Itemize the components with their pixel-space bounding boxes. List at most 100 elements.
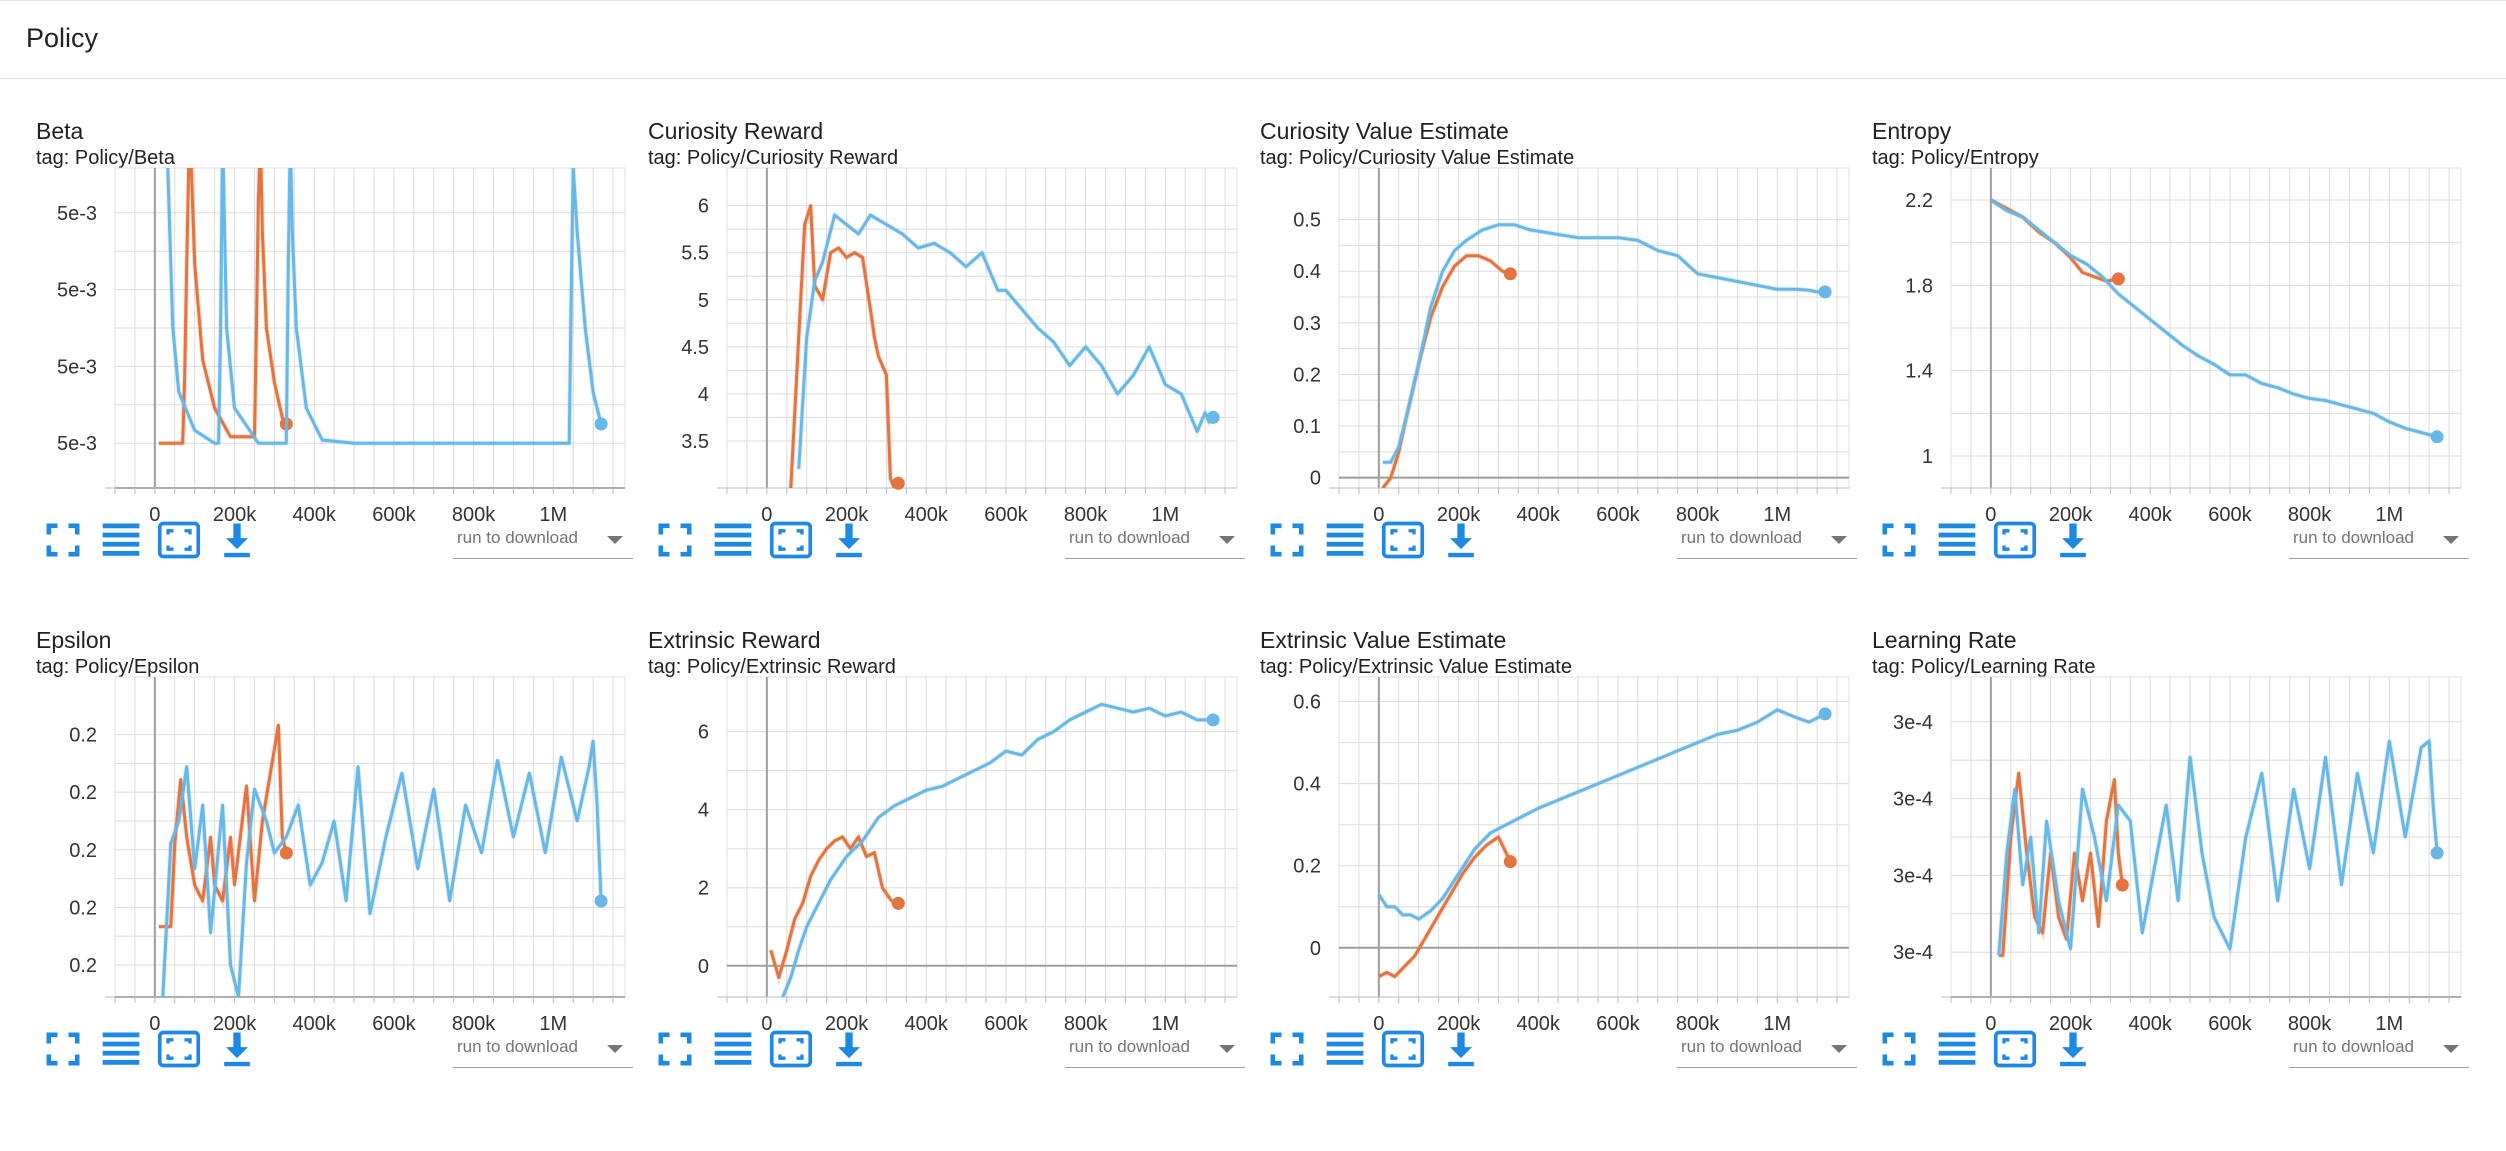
y-tick-label: 3e-4 — [1893, 712, 1933, 734]
x-tick-label: 1M — [1763, 1013, 1791, 1035]
run-to-download-label: run to download — [1681, 528, 1802, 547]
chart-plot[interactable]: 0 200k 400k 600k 800k 1M 3e-4 3e-4 3e-4 3e-4 — [1861, 676, 2473, 1035]
toggle-y-log-icon[interactable] — [1323, 1027, 1367, 1071]
download-icon[interactable] — [2051, 1027, 2095, 1071]
y-tick-label: 0.2 — [69, 840, 97, 862]
run-to-download-select[interactable]: run to download — [1065, 1031, 1245, 1068]
x-tick-label: 200k — [2049, 1013, 2093, 1035]
run-to-download-select[interactable]: run to download — [1677, 522, 1857, 559]
series-end-marker — [1818, 707, 1832, 721]
y-tick-label: 0.1 — [1293, 416, 1321, 438]
chart-plot[interactable]: 0 200k 400k 600k 800k 1M 3.5 4 4.5 5 5.5 6 — [637, 167, 1249, 526]
chart-card: Entropy tag: Policy/Entropy 0 200k 400k 600… — [1861, 80, 2473, 580]
fullscreen-icon[interactable] — [41, 1027, 85, 1071]
y-tick-label: 0 — [1310, 468, 1321, 490]
chart-title: Curiosity Value Estimate — [1260, 118, 1509, 144]
series-line — [158, 723, 288, 929]
y-tick-label: 5e-3 — [57, 203, 97, 225]
run-to-download-select[interactable]: run to download — [2289, 1031, 2469, 1068]
series-raw-line — [780, 701, 1214, 997]
y-tick-label: 0.6 — [1293, 692, 1321, 714]
download-icon[interactable] — [2051, 518, 2095, 562]
download-icon[interactable] — [1439, 1027, 1483, 1071]
y-tick-label: 5e-3 — [57, 280, 97, 302]
fit-domain-icon[interactable] — [769, 1027, 813, 1071]
fullscreen-icon[interactable] — [1265, 1027, 1309, 1071]
y-tick-label: 2.2 — [1905, 190, 1933, 212]
fit-domain-icon[interactable] — [1381, 518, 1425, 562]
fullscreen-icon[interactable] — [41, 518, 85, 562]
fit-domain-icon[interactable] — [1381, 1027, 1425, 1071]
chart-plot[interactable]: 0 200k 400k 600k 800k 1M 0 2 4 6 — [637, 676, 1249, 1035]
download-icon[interactable] — [827, 518, 871, 562]
chart-tag: tag: Policy/Beta — [36, 147, 175, 169]
download-icon[interactable] — [215, 518, 259, 562]
fit-domain-icon[interactable] — [157, 518, 201, 562]
chart-plot[interactable]: 0 200k 400k 600k 800k 1M 0 0.1 0.2 0.3 0.4 0.5 — [1249, 167, 1861, 526]
x-tick-label: 400k — [293, 1013, 337, 1035]
x-tick-label: 400k — [293, 504, 337, 526]
run-to-download-select[interactable]: run to download — [453, 1031, 633, 1068]
toggle-y-log-icon[interactable] — [1935, 518, 1979, 562]
x-tick-label: 400k — [1517, 1013, 1561, 1035]
toggle-y-log-icon[interactable] — [711, 1027, 755, 1071]
toggle-y-log-icon[interactable] — [711, 518, 755, 562]
series-end-marker — [594, 417, 608, 431]
series-raw-line — [1380, 253, 1512, 488]
fullscreen-icon[interactable] — [1265, 518, 1309, 562]
fit-domain-icon[interactable] — [769, 518, 813, 562]
x-tick-label: 0 — [149, 1013, 160, 1035]
y-tick-label: 4.5 — [681, 337, 709, 359]
toggle-y-log-icon[interactable] — [99, 518, 143, 562]
fullscreen-icon[interactable] — [1877, 518, 1921, 562]
y-tick-label: 0 — [1310, 938, 1321, 960]
series-end-marker — [594, 894, 608, 908]
toggle-y-log-icon[interactable] — [1323, 518, 1367, 562]
x-tick-label: 400k — [905, 504, 949, 526]
chart-title: Entropy — [1872, 118, 1952, 144]
run-to-download-select[interactable]: run to download — [1677, 1031, 1857, 1068]
x-tick-label: 800k — [452, 504, 496, 526]
chart-title: Curiosity Reward — [648, 118, 824, 144]
section-header[interactable]: Policy — [0, 0, 2506, 79]
chevron-down-icon — [1219, 536, 1235, 544]
series-end-marker — [2430, 430, 2444, 444]
y-tick-label: 4 — [698, 384, 709, 406]
y-tick-label: 3e-4 — [1893, 789, 1933, 811]
chart-toolbar: run to download — [637, 1027, 1249, 1079]
chart-plot[interactable]: 0 200k 400k 600k 800k 1M 5e-3 5e-3 5e-3 5e-3 — [25, 167, 637, 526]
run-to-download-select[interactable]: run to download — [1065, 522, 1245, 559]
series-end-marker — [891, 476, 905, 490]
run-to-download-label: run to download — [457, 1037, 578, 1056]
download-icon[interactable] — [827, 1027, 871, 1071]
chart-plot[interactable]: 0 200k 400k 600k 800k 1M 0 0.2 0.4 0.6 — [1249, 676, 1861, 1035]
chart-tag: tag: Policy/Entropy — [1872, 147, 2039, 169]
fit-domain-icon[interactable] — [1993, 1027, 2037, 1071]
y-tick-label: 0.2 — [1293, 856, 1321, 878]
series-line — [1381, 254, 1511, 488]
chart-plot[interactable]: 0 200k 400k 600k 800k 1M 0.2 0.2 0.2 0.2 0.2 — [25, 676, 637, 1035]
fullscreen-icon[interactable] — [653, 518, 697, 562]
x-tick-label: 200k — [825, 504, 869, 526]
x-tick-label: 600k — [372, 1013, 416, 1035]
series-line — [789, 204, 900, 488]
toggle-y-log-icon[interactable] — [99, 1027, 143, 1071]
series-line — [1382, 223, 1826, 464]
y-tick-label: 5e-3 — [57, 356, 97, 378]
run-to-download-select[interactable]: run to download — [453, 522, 633, 559]
run-to-download-select[interactable]: run to download — [2289, 522, 2469, 559]
chart-tag: tag: Policy/Curiosity Reward — [648, 147, 899, 169]
fullscreen-icon[interactable] — [1877, 1027, 1921, 1071]
toggle-y-log-icon[interactable] — [1935, 1027, 1979, 1071]
download-icon[interactable] — [1439, 518, 1483, 562]
chart-tag: tag: Policy/Epsilon — [36, 656, 200, 678]
fullscreen-icon[interactable] — [653, 1027, 697, 1071]
y-tick-label: 0.4 — [1293, 774, 1321, 796]
x-tick-label: 800k — [1064, 1013, 1108, 1035]
download-icon[interactable] — [215, 1027, 259, 1071]
plot-frame — [726, 167, 1238, 489]
y-tick-label: 3e-4 — [1893, 942, 1933, 964]
chart-plot[interactable]: 0 200k 400k 600k 800k 1M 1 1.4 1.8 2.2 — [1861, 167, 2473, 526]
fit-domain-icon[interactable] — [1993, 518, 2037, 562]
fit-domain-icon[interactable] — [157, 1027, 201, 1071]
